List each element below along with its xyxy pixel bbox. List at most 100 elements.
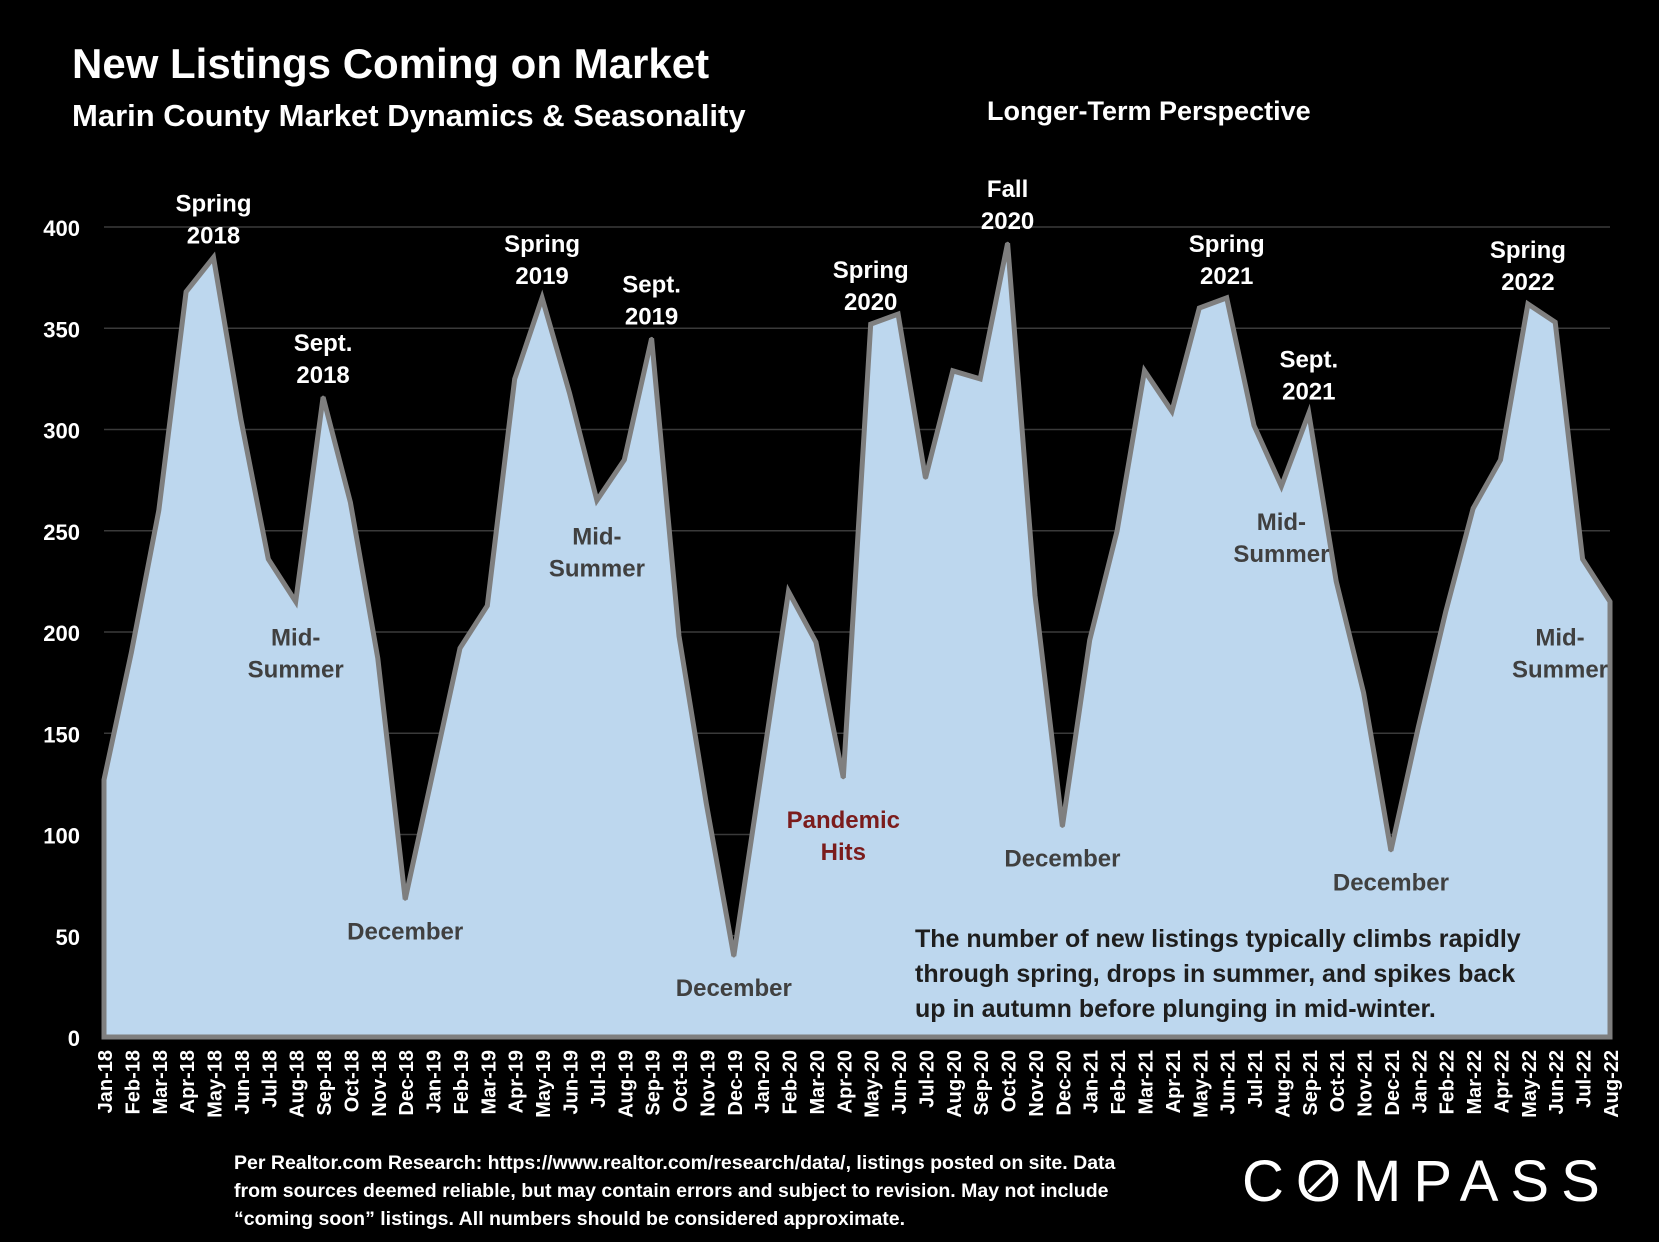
annotations: Spring 2018 Sept. 2018 Mid- Summer December Spr… xyxy=(176,176,1609,1002)
annotation-label: Summer xyxy=(1233,541,1329,568)
annotation-label: 2022 xyxy=(1501,269,1554,296)
x-tick-label: Feb-21 xyxy=(1108,1050,1130,1114)
x-tick-label: Dec-21 xyxy=(1382,1050,1404,1116)
data-point xyxy=(1581,557,1585,561)
annotation-label: Hits xyxy=(821,839,866,866)
data-point xyxy=(513,377,517,381)
data-point xyxy=(184,290,188,294)
data-point xyxy=(1608,600,1612,604)
callout-text: through spring, drops in summer, and spi… xyxy=(915,960,1515,988)
annotation-label: Spring xyxy=(1189,231,1265,258)
callout: The number of new listings typically cli… xyxy=(900,912,1566,1027)
x-tick-label: Jan-19 xyxy=(424,1050,446,1113)
annotation-label: 2020 xyxy=(844,289,897,316)
annotation-label: Mid- xyxy=(572,523,621,550)
data-point xyxy=(978,377,982,381)
x-tick-label: Oct-21 xyxy=(1327,1050,1349,1112)
data-point xyxy=(814,640,818,644)
data-point xyxy=(1389,849,1393,853)
x-tick-label: Feb-20 xyxy=(780,1050,802,1114)
x-tick-label: Apr-19 xyxy=(506,1050,528,1113)
annotation-label: December xyxy=(1333,870,1449,897)
logo-letter: S xyxy=(1561,1149,1612,1214)
data-point xyxy=(841,776,845,780)
annotation-label: Sept. xyxy=(294,330,353,357)
x-tick-label: Jun-22 xyxy=(1546,1050,1568,1114)
data-point xyxy=(1526,302,1530,306)
annotation-label: 2019 xyxy=(515,263,568,290)
x-tick-label: Dec-20 xyxy=(1053,1050,1075,1116)
x-tick-label: Jun-20 xyxy=(889,1050,911,1114)
data-point xyxy=(212,255,215,259)
x-tick-label: Aug-18 xyxy=(287,1050,309,1118)
data-point xyxy=(431,772,435,776)
data-point xyxy=(1416,725,1420,729)
callout-box xyxy=(900,912,1566,1027)
x-tick-label: Feb-22 xyxy=(1437,1050,1459,1114)
data-point xyxy=(294,600,298,604)
data-point xyxy=(1006,241,1010,245)
chart-title: New Listings Coming on Market xyxy=(72,40,710,87)
x-axis: Jan-18 Feb-18 Mar-18 Apr-18 May-18 Jun-18 Jul-… xyxy=(95,1050,1623,1118)
x-tick-label: Mar-21 xyxy=(1136,1050,1158,1114)
x-tick-label: Apr-20 xyxy=(834,1050,856,1113)
data-point xyxy=(896,312,900,316)
annotation-label: Sept. xyxy=(1279,346,1338,373)
annotation-label: 2019 xyxy=(625,303,678,330)
annotation-label: 2018 xyxy=(296,362,349,389)
y-tick-label: 150 xyxy=(43,722,80,747)
data-point xyxy=(403,897,407,901)
logo-letter: S xyxy=(1510,1149,1562,1214)
data-point xyxy=(787,590,790,593)
data-point xyxy=(1362,691,1366,695)
annotation-label: 2020 xyxy=(981,208,1034,235)
x-tick-label: Nov-18 xyxy=(369,1050,391,1117)
x-tick-label: Nov-19 xyxy=(697,1050,719,1117)
annotation-label: Summer xyxy=(549,555,645,582)
x-tick-label: Dec-19 xyxy=(725,1050,747,1116)
x-tick-label: Dec-18 xyxy=(396,1050,418,1116)
chart-subtitle: Marin County Market Dynamics & Seasonali… xyxy=(72,98,746,133)
x-tick-label: Jan-21 xyxy=(1081,1050,1103,1113)
y-tick-label: 350 xyxy=(43,317,80,342)
data-point xyxy=(924,476,927,480)
x-tick-label: Mar-20 xyxy=(807,1050,829,1114)
data-point xyxy=(1060,824,1064,828)
x-tick-label: Jul-21 xyxy=(1245,1050,1267,1108)
data-point xyxy=(1471,507,1475,510)
x-tick-label: Sep-19 xyxy=(643,1050,665,1116)
data-point xyxy=(568,391,571,395)
x-tick-label: Jan-22 xyxy=(1409,1050,1431,1113)
data-point xyxy=(321,395,325,399)
x-tick-label: Jan-18 xyxy=(95,1050,117,1113)
footnote-line: “coming soon” listings. All numbers shou… xyxy=(234,1208,906,1230)
data-point xyxy=(1444,610,1448,614)
x-tick-label: Aug-21 xyxy=(1272,1050,1294,1118)
data-point xyxy=(1197,306,1201,310)
x-tick-label: Sep-18 xyxy=(314,1050,336,1116)
annotation-label: Mid- xyxy=(1535,625,1584,652)
data-point xyxy=(1033,594,1037,597)
x-tick-label: Aug-22 xyxy=(1601,1050,1623,1118)
x-tick-label: Apr-18 xyxy=(177,1050,199,1113)
x-tick-label: Jul-18 xyxy=(259,1050,281,1108)
plot-area xyxy=(101,241,1613,1040)
data-point xyxy=(266,557,270,561)
data-point xyxy=(540,296,544,300)
x-tick-label: May-21 xyxy=(1190,1050,1212,1118)
x-tick-label: Apr-22 xyxy=(1492,1050,1514,1113)
annotation-label: December xyxy=(676,975,792,1002)
logo-slash-mark xyxy=(1307,1166,1335,1194)
data-point xyxy=(677,634,681,638)
x-tick-label: Jan-20 xyxy=(752,1050,774,1113)
annotation-label: Spring xyxy=(504,231,580,258)
logo-letter-o: O xyxy=(1295,1149,1354,1214)
annotation-label: December xyxy=(347,918,463,945)
source-footnote: Per Realtor.com Research: https://www.re… xyxy=(234,1149,1194,1233)
data-point xyxy=(1088,638,1092,642)
x-tick-label: Jul-19 xyxy=(588,1050,610,1108)
data-point xyxy=(458,646,462,650)
x-tick-label: Jun-19 xyxy=(561,1050,583,1114)
x-tick-label: Feb-19 xyxy=(451,1050,473,1114)
